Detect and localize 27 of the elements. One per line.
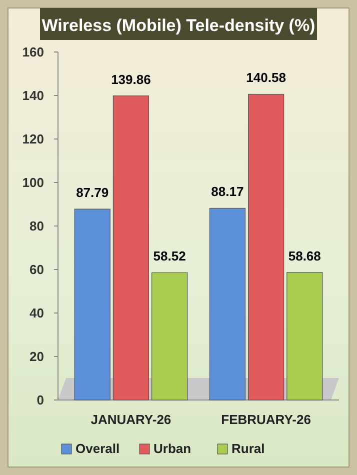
bar xyxy=(151,272,188,400)
y-tick-label: 100 xyxy=(22,175,44,190)
bar xyxy=(74,208,110,400)
y-tick-label: 0 xyxy=(36,392,44,408)
bar xyxy=(248,94,284,400)
y-tick-label: 40 xyxy=(30,306,44,321)
data-label: 58.52 xyxy=(153,248,186,264)
legend-label: Urban xyxy=(154,441,192,456)
legend-label: Rural xyxy=(232,441,265,456)
bar xyxy=(209,208,246,400)
data-label: 139.86 xyxy=(111,72,151,87)
bar xyxy=(286,272,323,400)
data-label: 140.58 xyxy=(246,70,286,86)
data-label: 87.79 xyxy=(76,185,109,200)
x-tick-label: JANUARY-26 xyxy=(90,412,172,427)
y-tick-label: 20 xyxy=(30,349,44,364)
legend-label: Overall xyxy=(76,441,120,456)
bar xyxy=(112,96,150,400)
y-tick-label: 140 xyxy=(22,88,44,104)
data-label: 58.68 xyxy=(288,248,321,264)
y-tick-label: 120 xyxy=(22,132,44,147)
y-tick-label: 160 xyxy=(22,44,44,60)
chart-title: Wireless (Mobile) Tele-density (%) xyxy=(42,16,316,35)
data-label: 88.17 xyxy=(211,184,244,200)
y-tick-label: 60 xyxy=(30,262,44,278)
x-tick-label: FEBRUARY-26 xyxy=(221,412,311,427)
y-tick-label: 80 xyxy=(30,218,44,234)
